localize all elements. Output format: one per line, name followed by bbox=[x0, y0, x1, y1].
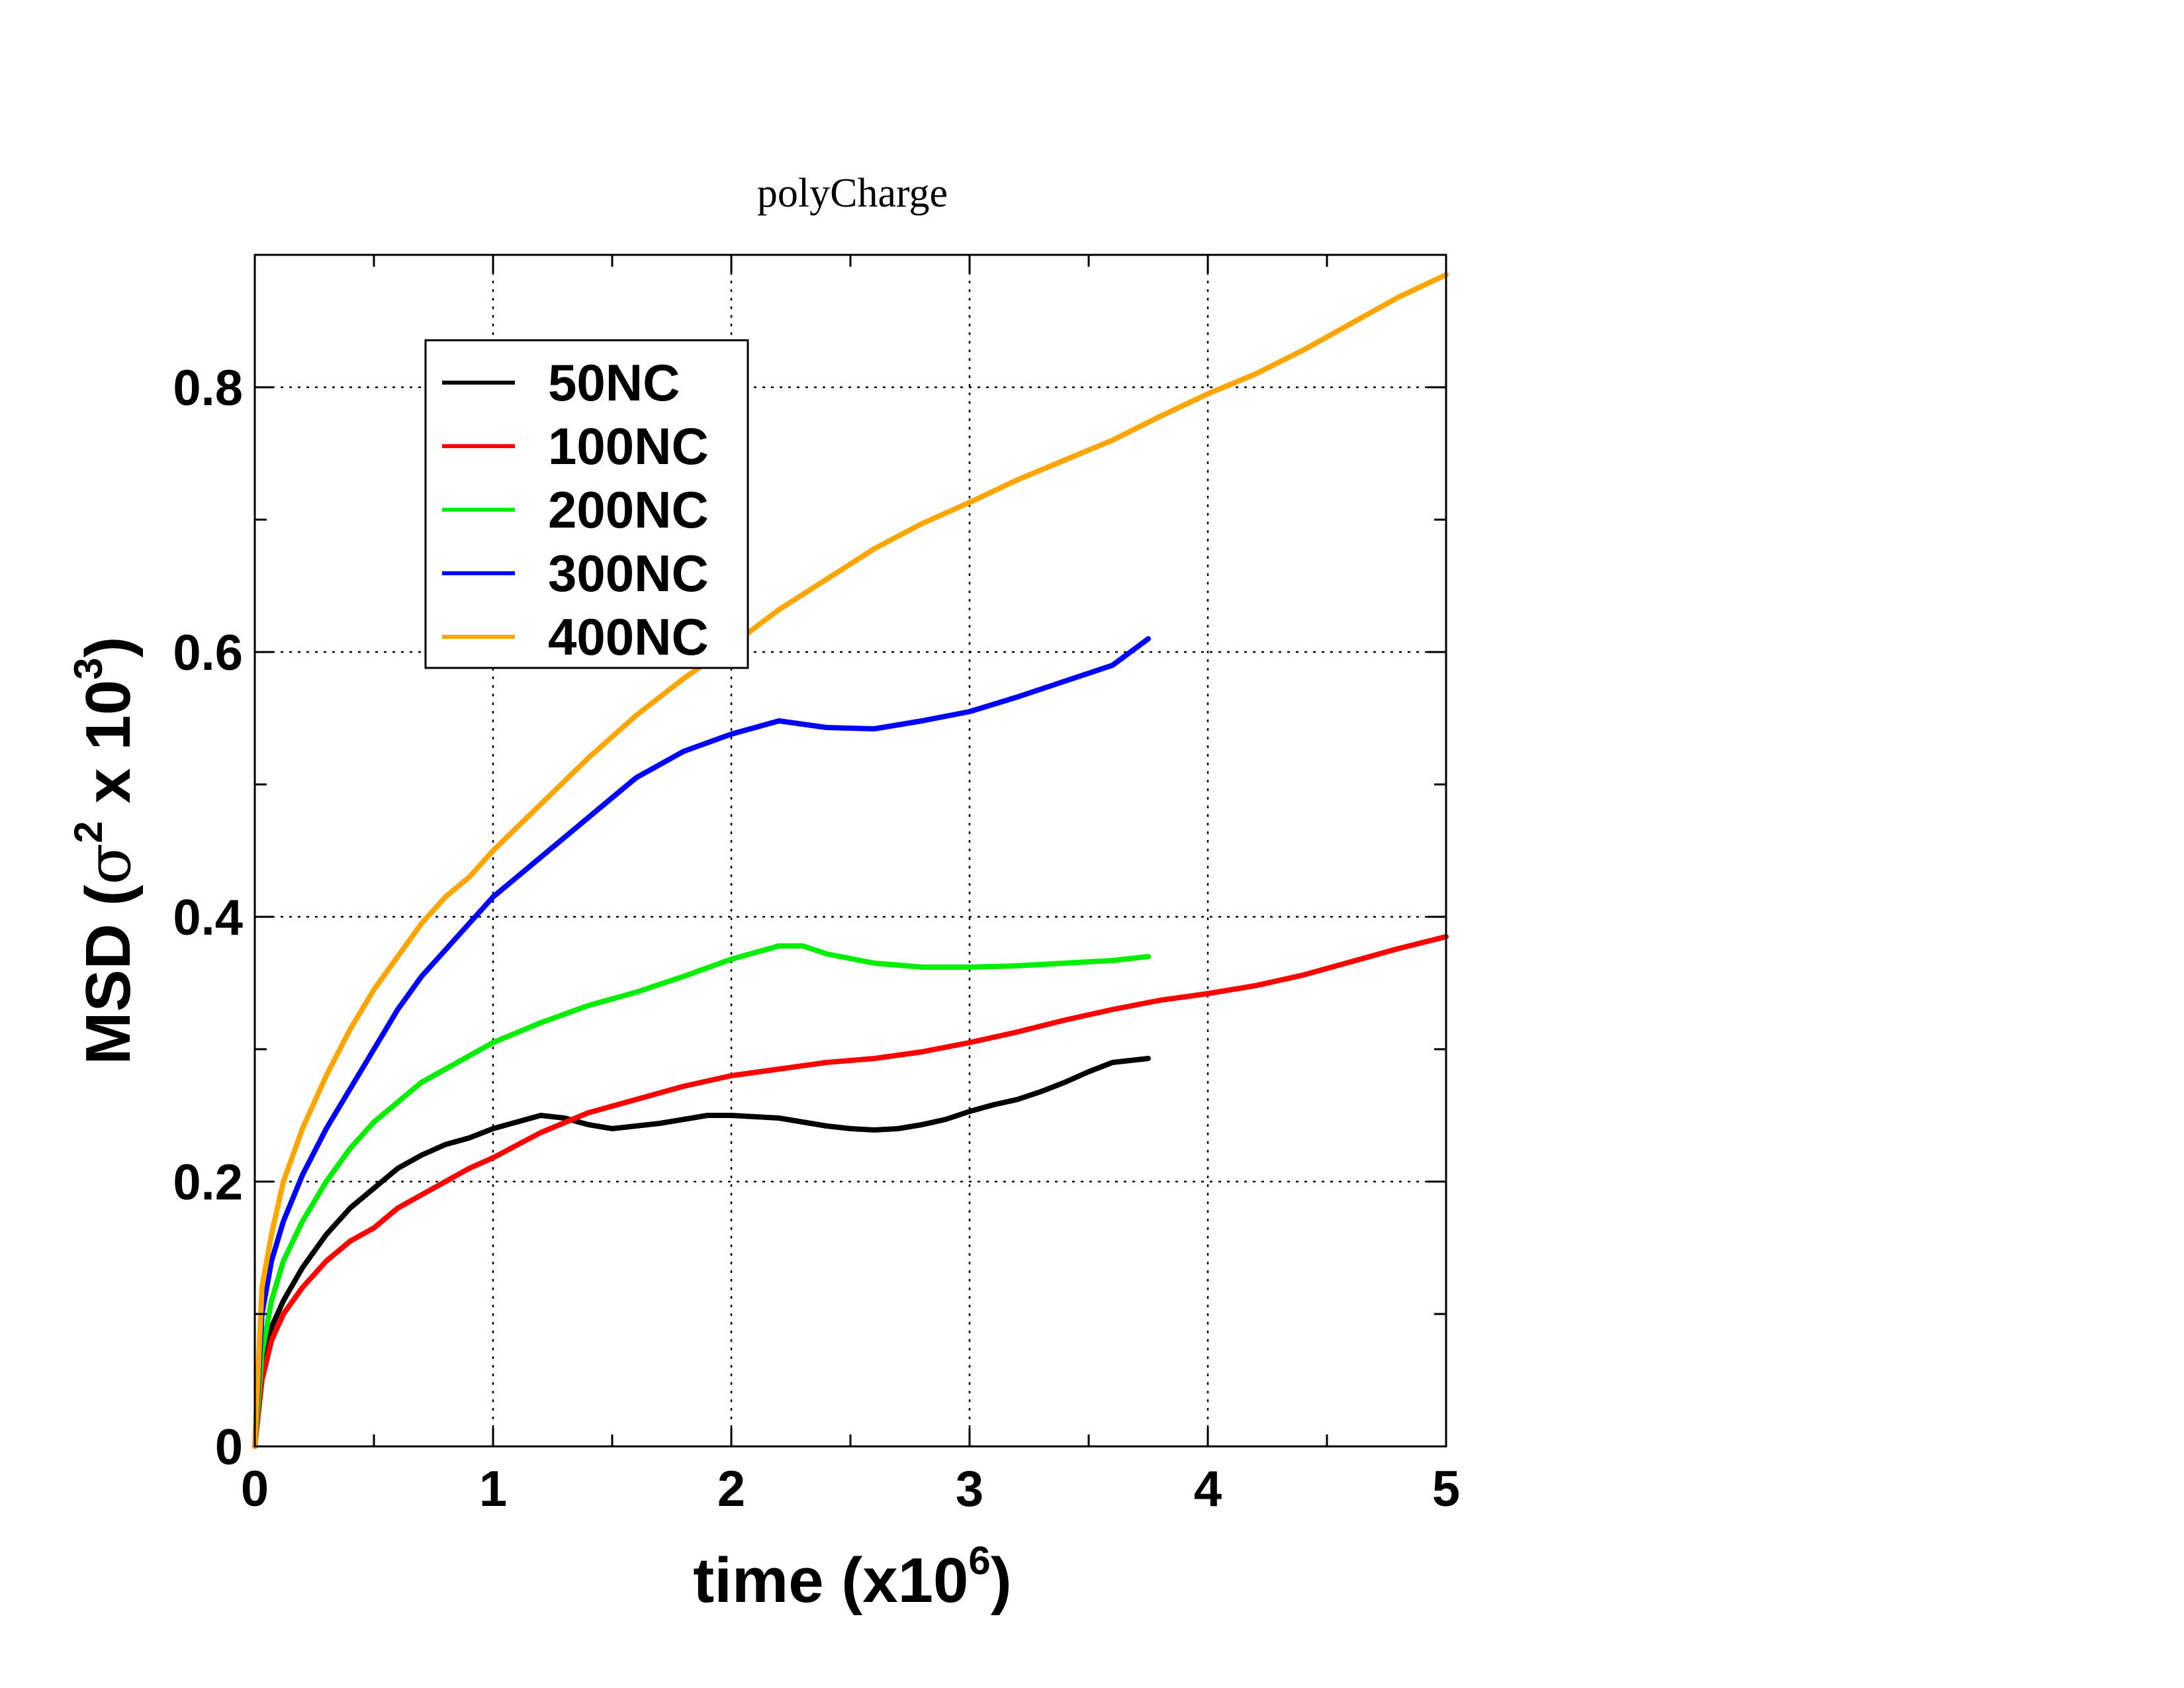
x-tick-labels: 0 1 2 3 4 5 bbox=[241, 1461, 1460, 1517]
y-axis-title-suffix: ) bbox=[73, 636, 144, 657]
series-line-100nc bbox=[252, 934, 1449, 1449]
y-tick-labels: 0 0.2 0.4 0.6 0.8 bbox=[173, 360, 243, 1476]
y-tick-label: 0.2 bbox=[173, 1154, 243, 1211]
series-line-50nc bbox=[252, 1056, 1151, 1449]
y-tick-label: 0 bbox=[215, 1419, 243, 1476]
y-tick-label: 0.8 bbox=[173, 360, 243, 416]
x-axis-title-prefix: time (x10 bbox=[693, 1545, 968, 1616]
legend-label-100nc: 100NC bbox=[548, 417, 709, 475]
legend-label-300nc: 300NC bbox=[548, 544, 709, 602]
x-axis-title: time (x106) bbox=[693, 1538, 1012, 1616]
legend-box bbox=[424, 339, 749, 669]
y-tick-label: 0.6 bbox=[173, 625, 243, 681]
y-axis-title-sigma: σ bbox=[73, 843, 144, 885]
series-line-300nc bbox=[252, 636, 1151, 1449]
y-axis-title: MSD (σ2 x 103) bbox=[66, 636, 144, 1064]
x-axis-title-superscript: 6 bbox=[968, 1538, 990, 1583]
legend-label-400nc: 400NC bbox=[548, 608, 709, 666]
x-tick-label: 3 bbox=[956, 1461, 983, 1517]
x-tick-label: 5 bbox=[1432, 1461, 1460, 1517]
data-series bbox=[252, 272, 1449, 1449]
y-axis-title-prefix: MSD ( bbox=[73, 885, 144, 1065]
x-tick-label: 0 bbox=[241, 1461, 269, 1517]
y-axis-title-superscript-2: 3 bbox=[66, 657, 111, 679]
x-tick-label: 4 bbox=[1194, 1461, 1222, 1517]
chart-title: polyCharge bbox=[757, 171, 948, 216]
legend-label-50nc: 50NC bbox=[548, 353, 680, 412]
y-axis-title-middle: x 10 bbox=[73, 680, 144, 821]
x-axis-title-suffix: ) bbox=[991, 1545, 1012, 1616]
series-line-400nc bbox=[252, 272, 1449, 1449]
x-tick-label: 2 bbox=[717, 1461, 745, 1517]
x-tick-label: 1 bbox=[479, 1461, 507, 1517]
axis-ticks bbox=[253, 254, 1447, 1448]
y-axis-title-superscript-1: 2 bbox=[66, 821, 111, 843]
y-tick-label: 0.4 bbox=[173, 890, 243, 946]
series-line-200nc bbox=[252, 943, 1151, 1449]
legend-label-200nc: 200NC bbox=[548, 481, 709, 539]
